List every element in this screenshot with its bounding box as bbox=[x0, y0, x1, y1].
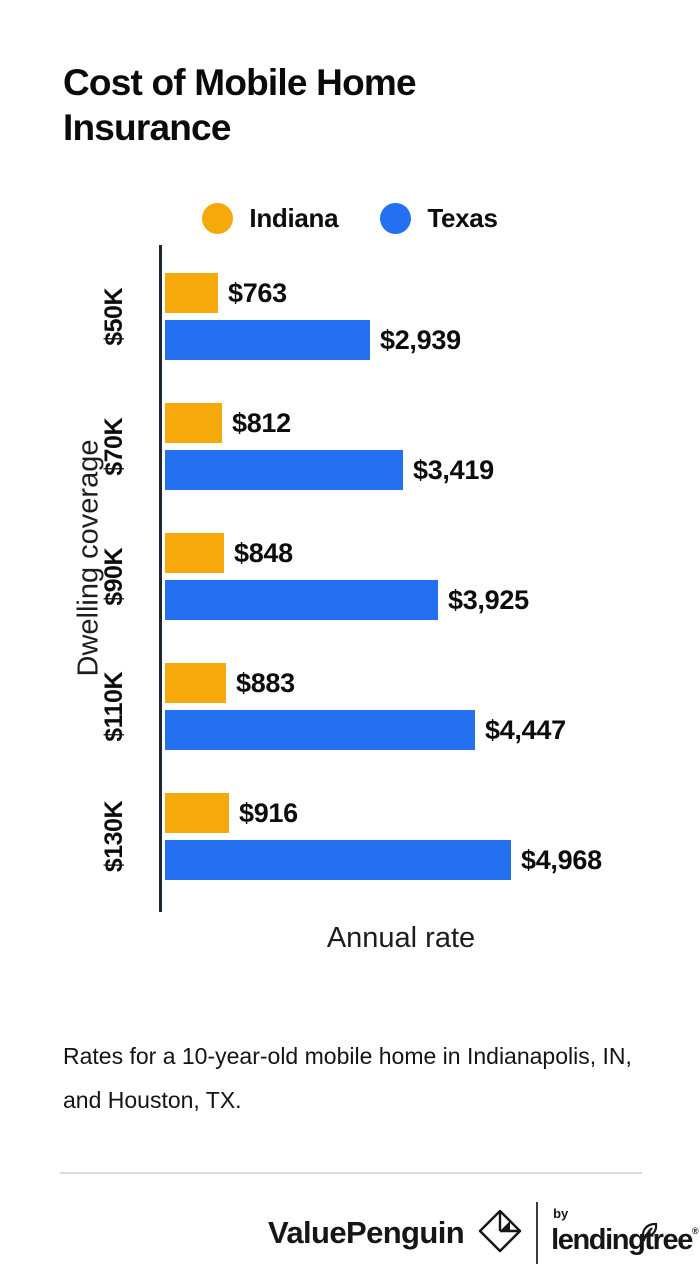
chart-legend: Indiana Texas bbox=[0, 203, 700, 234]
bar-chart-plot-area: $50K $763 $2,939 $70K $812 $3,419 $90K $848 $3,9… bbox=[100, 245, 640, 912]
bar-group-90k: $90K $848 $3,925 bbox=[100, 533, 640, 620]
bar-indiana-130k bbox=[165, 793, 229, 833]
bar-group-130k: $130K $916 $4,968 bbox=[100, 793, 640, 880]
bar-texas-70k bbox=[165, 450, 403, 490]
page-title: Cost of Mobile Home Insurance bbox=[63, 62, 417, 149]
footnote: Rates for a 10-year-old mobile home in I… bbox=[63, 1034, 663, 1122]
lendingtree-wordmark-text: lendingtree bbox=[551, 1223, 693, 1256]
bar-indiana-50k bbox=[165, 273, 218, 313]
bar-value-label: $4,447 bbox=[485, 715, 566, 745]
category-tick-label: $50K bbox=[99, 287, 128, 346]
valuepenguin-wordmark: ValuePenguin bbox=[268, 1215, 465, 1250]
lendingtree-leaf-icon bbox=[641, 1222, 658, 1241]
bar-indiana-90k bbox=[165, 533, 224, 573]
y-axis-line bbox=[159, 245, 162, 912]
bar-texas-90k bbox=[165, 580, 438, 620]
legend-label-texas: Texas bbox=[427, 203, 498, 233]
legend-label-indiana: Indiana bbox=[249, 203, 339, 233]
footnote-line-2: and Houston, TX. bbox=[63, 1087, 242, 1113]
texas-legend-dot-icon bbox=[380, 203, 412, 234]
footer-divider bbox=[60, 1172, 642, 1174]
bar-texas-50k bbox=[165, 320, 370, 360]
bar-value-label: $883 bbox=[236, 668, 295, 698]
footnote-line-1: Rates for a 10-year-old mobile home in I… bbox=[63, 1043, 632, 1069]
bar-indiana-110k bbox=[165, 663, 226, 703]
lendingtree-wordmark: lendingtree® bbox=[551, 1222, 699, 1256]
bar-group-110k: $110K $883 $4,447 bbox=[100, 663, 640, 750]
legend-entry-indiana: Indiana bbox=[202, 203, 339, 234]
legend-entry-texas: Texas bbox=[380, 203, 498, 234]
bar-value-label: $3,925 bbox=[448, 585, 529, 615]
bar-value-label: $3,419 bbox=[413, 455, 494, 485]
bar-group-70k: $70K $812 $3,419 bbox=[100, 403, 640, 490]
bar-value-label: $916 bbox=[239, 798, 298, 828]
lendingtree-logo: by lendingtree® bbox=[551, 1206, 699, 1257]
registered-trademark: ® bbox=[691, 1225, 699, 1236]
bar-texas-110k bbox=[165, 710, 475, 750]
y-axis-title: Dwelling coverage bbox=[72, 439, 105, 677]
bar-indiana-70k bbox=[165, 403, 222, 443]
bar-texas-130k bbox=[165, 840, 511, 880]
bar-value-label: $848 bbox=[234, 538, 293, 568]
footer-logos: ValuePenguin by lendingtree® bbox=[268, 1202, 699, 1264]
indiana-legend-dot-icon bbox=[202, 203, 234, 234]
valuepenguin-logo-icon bbox=[478, 1209, 522, 1253]
bar-value-label: $812 bbox=[232, 408, 291, 438]
bar-value-label: $763 bbox=[228, 278, 287, 308]
footer-separator bbox=[536, 1202, 539, 1264]
bar-group-50k: $50K $763 $2,939 bbox=[100, 273, 640, 360]
bar-value-label: $2,939 bbox=[380, 325, 461, 355]
bar-value-label: $4,968 bbox=[521, 845, 602, 875]
lendingtree-by-label: by bbox=[553, 1205, 569, 1221]
x-axis-title: Annual rate bbox=[326, 922, 476, 954]
category-tick-label: $130K bbox=[99, 800, 128, 873]
